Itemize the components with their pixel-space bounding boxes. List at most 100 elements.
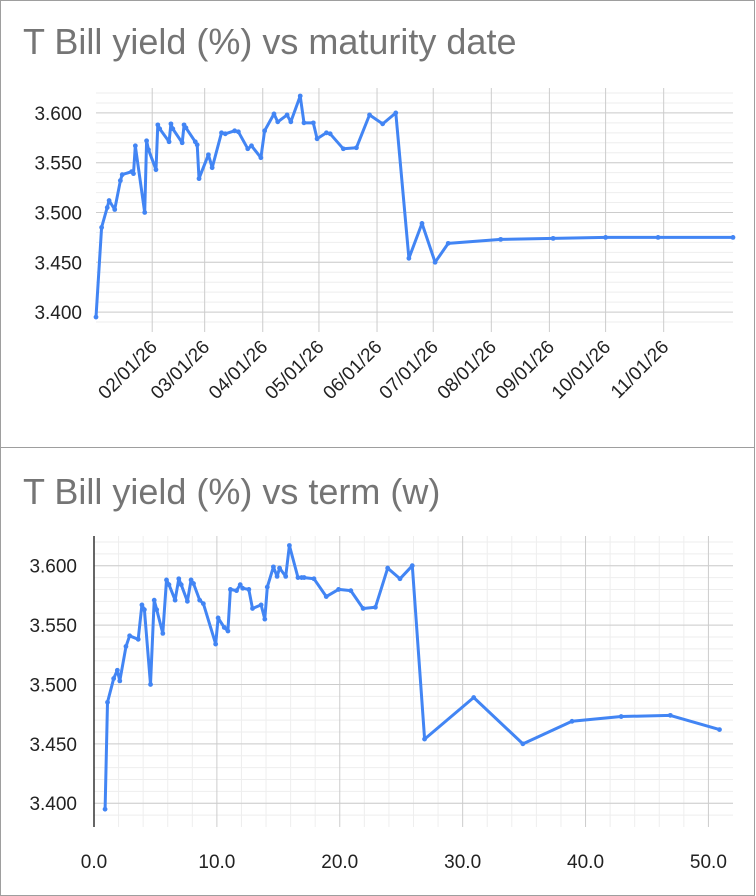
data-point [160, 630, 166, 636]
data-point [166, 139, 172, 145]
data-point [397, 576, 403, 582]
y-tick-label: 3.600 [29, 557, 77, 578]
x-tick-label: 06/01/26 [319, 337, 386, 404]
data-point [240, 585, 246, 591]
data-point [274, 573, 280, 579]
data-point [288, 119, 294, 125]
data-point [520, 741, 526, 747]
data-point [104, 205, 110, 210]
y-tick-label: 3.450 [34, 253, 82, 274]
data-point [114, 667, 120, 673]
data-point [196, 176, 202, 182]
data-point [179, 140, 185, 146]
chart-panel-maturity: T Bill yield (%) vs maturity date [0, 0, 755, 448]
data-point [324, 130, 329, 136]
data-point [184, 598, 190, 604]
x-tick-label: 08/01/26 [434, 337, 501, 404]
data-point [314, 136, 320, 142]
data-point [166, 582, 172, 588]
data-point [246, 587, 252, 592]
data-point [373, 604, 378, 610]
x-tick-label: 30.0 [444, 852, 481, 873]
data-point [235, 129, 241, 135]
data-point [667, 712, 673, 718]
data-point [264, 584, 270, 590]
data-point [301, 120, 307, 126]
data-point [131, 171, 136, 177]
data-point [297, 93, 303, 99]
data-point [380, 121, 386, 127]
data-point [393, 110, 399, 116]
data-point [409, 563, 415, 569]
data-point [295, 575, 301, 580]
data-point [221, 625, 227, 630]
data-point [111, 676, 117, 681]
data-point [93, 314, 99, 320]
data-point [550, 235, 556, 241]
data-point [178, 582, 184, 588]
data-point [271, 111, 277, 117]
data-point [209, 165, 215, 171]
data-point [123, 644, 129, 649]
data-point [200, 601, 206, 607]
chart-maturity-date: 3.4003.4503.5003.5503.60002/01/2603/01/2… [34, 88, 736, 404]
data-point [340, 146, 346, 152]
data-point [258, 155, 264, 161]
y-tick-label: 3.500 [29, 675, 77, 696]
data-point [348, 588, 354, 594]
data-point [197, 597, 203, 603]
data-point [151, 597, 157, 603]
data-point [618, 714, 624, 719]
chart-term-weeks: 3.400 3.450 3.500 3.550 3.600 0.0 10.0 20.0 30.0… [29, 536, 733, 873]
data-point [445, 240, 451, 246]
data-point [385, 565, 391, 571]
y-tick-label: 3.400 [34, 303, 82, 324]
data-point [432, 259, 438, 265]
data-point [157, 126, 163, 132]
data-point [419, 221, 425, 226]
data-point [250, 606, 255, 611]
x-tick-label: 04/01/26 [205, 337, 272, 404]
data-point [471, 695, 477, 700]
chart-title: T Bill yield (%) vs maturity date [23, 21, 517, 62]
data-point [117, 178, 123, 184]
y-tick-label: 3.550 [34, 154, 82, 175]
x-tick-label: 05/01/26 [261, 337, 328, 404]
data-point [105, 699, 110, 705]
data-point [99, 225, 105, 230]
data-point [112, 207, 118, 212]
data-point [213, 641, 219, 647]
data-point [262, 616, 268, 622]
data-point [232, 128, 238, 134]
data-point [119, 172, 125, 178]
data-point [188, 577, 194, 583]
data-point [237, 582, 243, 588]
y-tick-label: 3.400 [29, 794, 77, 815]
data-point [283, 573, 289, 579]
data-point [249, 143, 254, 149]
data-point [168, 121, 174, 127]
series-line [94, 94, 733, 318]
data-point [228, 587, 233, 592]
data-point [271, 564, 276, 570]
data-point [655, 234, 661, 240]
data-point [117, 678, 123, 684]
x-tick-label: 07/01/26 [376, 337, 443, 404]
data-point [360, 606, 366, 611]
data-point [139, 602, 145, 608]
data-point [310, 120, 316, 126]
data-point [176, 576, 182, 582]
data-point [164, 577, 169, 583]
x-tick-label: 10/01/26 [548, 337, 615, 404]
data-point [194, 142, 200, 148]
data-point [354, 145, 359, 151]
data-point [311, 576, 317, 582]
data-point [234, 588, 239, 594]
data-point [284, 112, 290, 118]
data-point [183, 125, 189, 131]
y-tick-label: 3.550 [29, 616, 77, 637]
data-point [569, 718, 575, 724]
y-tick-label: 3.600 [34, 104, 82, 125]
data-point [155, 122, 161, 128]
x-tick-label: 40.0 [567, 852, 604, 873]
